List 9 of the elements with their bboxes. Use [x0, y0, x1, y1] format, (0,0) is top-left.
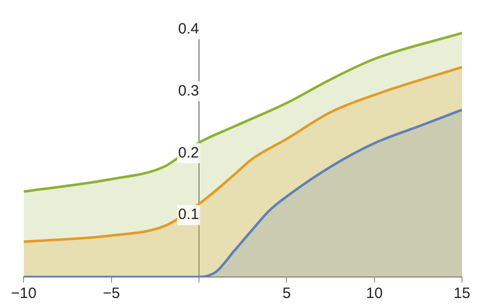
x-tick-label: 10 — [366, 285, 383, 302]
x-tick-label: −5 — [102, 285, 120, 302]
y-tick-label: 0.3 — [178, 82, 200, 100]
y-tick-label: 0.1 — [178, 206, 200, 224]
x-tick-label: −10 — [10, 285, 36, 302]
x-tick-label: 5 — [282, 285, 291, 302]
y-tick-label: 0.2 — [178, 144, 200, 162]
x-tick-label: 15 — [454, 285, 470, 302]
y-tick-label: 0.4 — [178, 20, 200, 38]
